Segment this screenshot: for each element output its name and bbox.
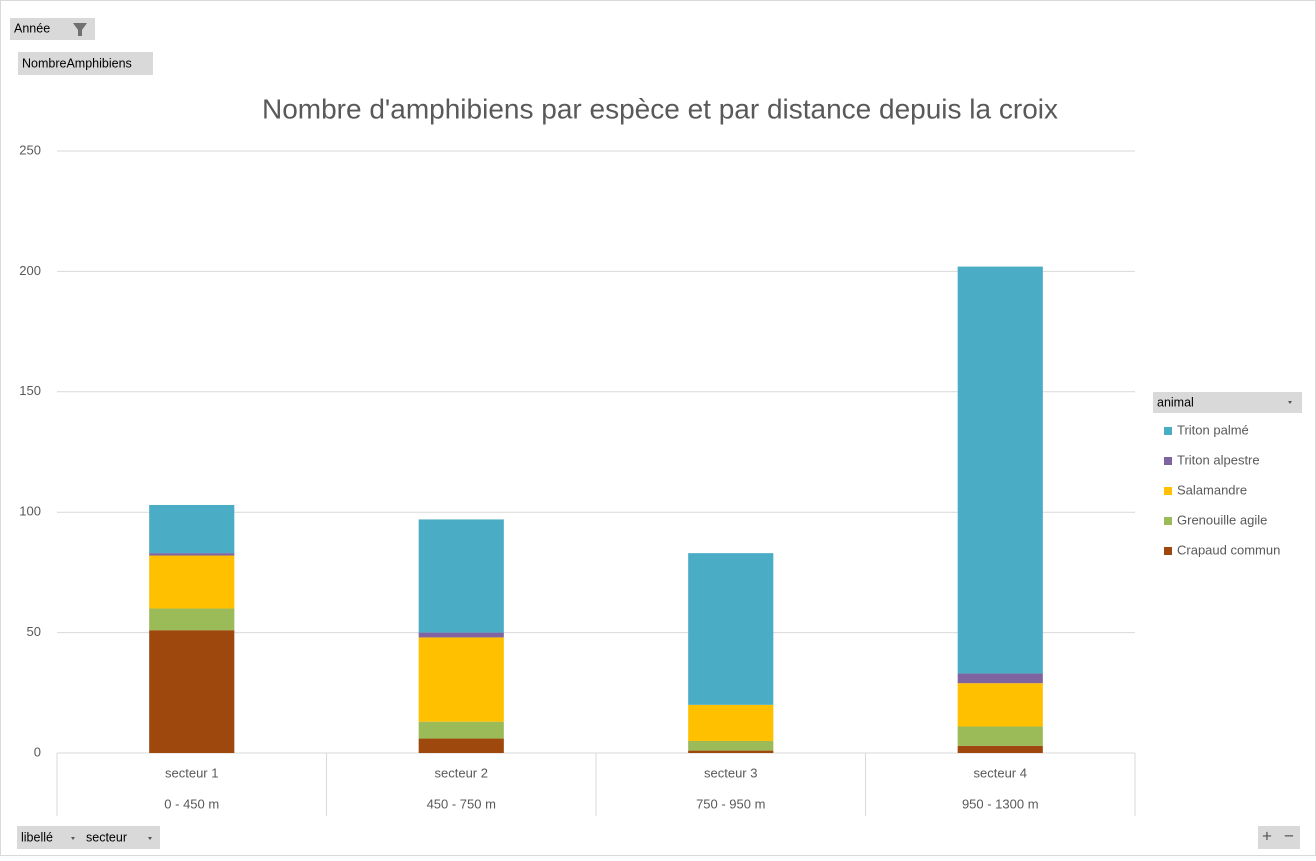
- bar-segment: [418, 721, 504, 739]
- axis-field-buttons[interactable]: libellé secteur: [17, 826, 160, 849]
- legend-label: Grenouille agile: [1177, 512, 1267, 527]
- y-tick-label: 150: [19, 383, 41, 398]
- bar-segment: [149, 555, 235, 609]
- button-label: NombreAmphibiens: [22, 56, 132, 70]
- x-tick-sublabel: 950 - 1300 m: [962, 796, 1039, 811]
- legend-title: animal: [1157, 395, 1194, 409]
- bar-segment: [688, 750, 774, 753]
- bar-segment: [418, 637, 504, 722]
- legend-label: Triton palmé: [1177, 422, 1249, 437]
- y-tick-label: 250: [19, 142, 41, 157]
- bar-segment: [688, 553, 774, 705]
- zoom-out[interactable]: −: [1284, 826, 1294, 845]
- y-tick-label: 200: [19, 263, 41, 278]
- bar-segment: [957, 745, 1043, 753]
- legend-swatch: [1164, 427, 1172, 435]
- bar-segment: [688, 740, 774, 751]
- bar-segment: [149, 630, 235, 753]
- button-label: libellé: [21, 830, 53, 844]
- zoom-buttons[interactable]: + −: [1258, 826, 1300, 849]
- legend-label: Salamandre: [1177, 482, 1247, 497]
- x-tick-label: secteur 1: [165, 765, 218, 780]
- legend-label: Triton alpestre: [1177, 452, 1260, 467]
- bar-segment: [957, 726, 1043, 746]
- button-label: secteur: [86, 830, 127, 844]
- bar-segment: [418, 632, 504, 638]
- y-tick-label: 50: [27, 624, 41, 639]
- legend-header[interactable]: animal: [1153, 392, 1302, 413]
- x-tick-sublabel: 450 - 750 m: [427, 796, 496, 811]
- button-bg: [17, 826, 160, 849]
- y-tick-label: 100: [19, 504, 41, 519]
- bar-segment: [957, 683, 1043, 727]
- dropdown-arrow: [71, 837, 75, 840]
- y-tick-label: 0: [34, 744, 41, 759]
- button-bg: [18, 52, 153, 75]
- bar-segment: [418, 738, 504, 753]
- bar-segment: [149, 553, 235, 556]
- button-bg: [1153, 392, 1302, 413]
- bar-segment: [957, 266, 1043, 674]
- legend-swatch: [1164, 547, 1172, 555]
- legend-swatch: [1164, 517, 1172, 525]
- x-tick-label: secteur 2: [435, 765, 488, 780]
- bar-segment: [418, 519, 504, 633]
- bar-segment: [149, 608, 235, 631]
- dropdown-arrow: [148, 837, 152, 840]
- x-tick-sublabel: 0 - 450 m: [164, 796, 219, 811]
- x-tick-label: secteur 3: [704, 765, 757, 780]
- legend-swatch: [1164, 487, 1172, 495]
- value-field-button[interactable]: NombreAmphibiens: [18, 52, 153, 75]
- bar-segment: [688, 704, 774, 741]
- chart-title: Nombre d'amphibiens par espèce et par di…: [262, 93, 1058, 124]
- bar-segment: [149, 504, 235, 554]
- x-tick-label: secteur 4: [974, 765, 1027, 780]
- dropdown-arrow: [1288, 401, 1292, 404]
- button-label: Année: [14, 21, 50, 35]
- filter-icon: [73, 23, 87, 36]
- x-tick-sublabel: 750 - 950 m: [696, 796, 765, 811]
- bar-segment: [957, 673, 1043, 684]
- zoom-in[interactable]: +: [1262, 826, 1272, 845]
- filter-button[interactable]: Année: [10, 18, 95, 40]
- legend-swatch: [1164, 457, 1172, 465]
- legend-label: Crapaud commun: [1177, 542, 1280, 557]
- button-bg: [1258, 826, 1300, 849]
